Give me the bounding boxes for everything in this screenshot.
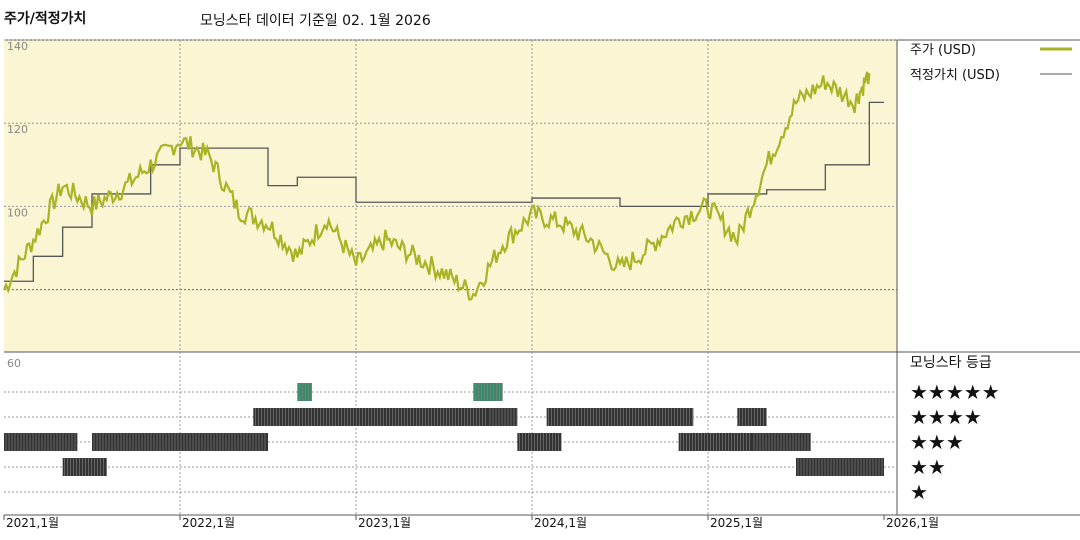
rating-bar — [737, 408, 767, 426]
x-tick-label: 2024,1월 — [534, 516, 587, 530]
price-y-tick-label: 140 — [7, 40, 28, 53]
legend-fair-value-label: 적정가치 (USD) — [910, 68, 1000, 83]
rating-bar — [546, 408, 694, 426]
page-title: 주가/적정가치 — [4, 11, 87, 27]
price-series — [2, 71, 871, 301]
rating-legend: 모닝스타 등급 ★★★★★★★★★★★★★★★ — [910, 355, 1000, 504]
x-tick-label: 2026,1월 — [886, 516, 939, 530]
rating-bar — [473, 383, 503, 401]
rating-level-label: ★★ — [910, 455, 946, 479]
x-tick-label: 2025,1월 — [710, 516, 763, 530]
fair-value-line — [4, 101, 884, 282]
legend-price-label: 주가 (USD) — [910, 43, 976, 58]
x-tick-label: 2021,1월 — [6, 516, 59, 530]
rating-bar — [62, 458, 107, 476]
rating-bar — [4, 433, 78, 451]
price-y-ticks: 100 120 140 — [7, 40, 28, 219]
rating-y-tick-label: 60 — [7, 357, 21, 370]
rating-bars — [4, 383, 884, 476]
rating-bar — [92, 433, 268, 451]
rating-level-label: ★★★★ — [910, 405, 982, 429]
rating-bar — [488, 408, 518, 426]
rating-legend-title: 모닝스타 등급 — [910, 355, 992, 371]
price-y-tick-label: 120 — [7, 123, 28, 136]
page-subtitle: 모닝스타 데이터 기준일 02. 1월 2026 — [200, 13, 431, 29]
rating-level-label: ★★★ — [910, 430, 964, 454]
price-legend: 주가 (USD) 적정가치 (USD) — [910, 43, 1072, 83]
rating-bar — [678, 433, 752, 451]
fair-value-series — [4, 101, 884, 282]
rating-level-label: ★★★★★ — [910, 380, 1000, 404]
x-axis-ticks: 2021,1월 2022,1월 2023,1월 2024,1월 2025,1월 2026,… — [3, 515, 939, 530]
rating-level-label: ★ — [910, 480, 928, 504]
x-tick-label: 2022,1월 — [182, 516, 235, 530]
x-tick-label: 2023,1월 — [358, 516, 411, 530]
price-panel-background — [4, 40, 897, 352]
rating-bar — [297, 408, 488, 426]
price-line — [2, 71, 871, 301]
price-y-tick-label: 100 — [7, 206, 28, 219]
rating-bar — [517, 433, 562, 451]
